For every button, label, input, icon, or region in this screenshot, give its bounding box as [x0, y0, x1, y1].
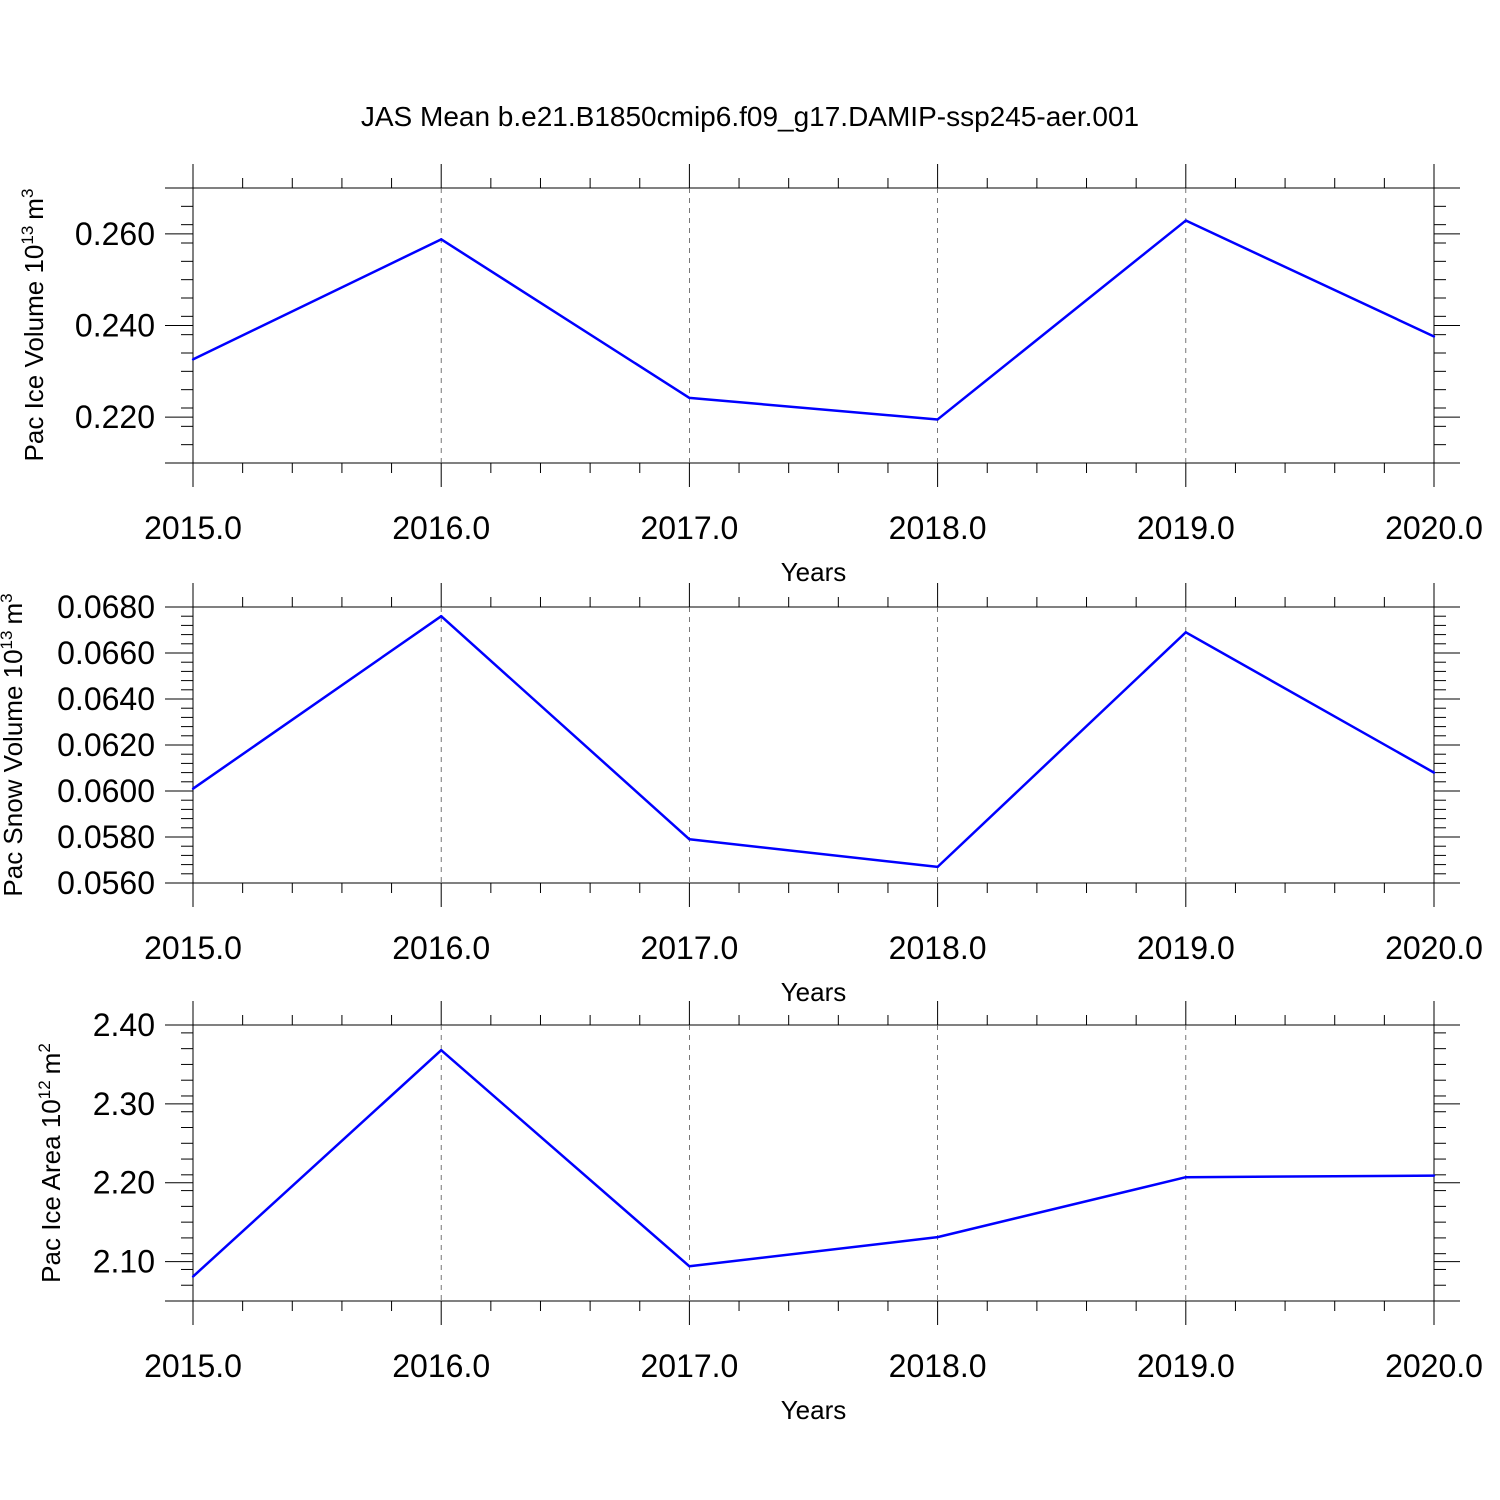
data-point: [191, 358, 195, 361]
y-tick-label: 0.0680: [57, 589, 155, 625]
data-point: [936, 865, 939, 869]
y-axis-label-unit: m: [0, 603, 28, 625]
x-tick-label: 2015.0: [144, 1348, 242, 1384]
y-tick-label: 0.0620: [57, 727, 155, 763]
y-tick-label: 0.240: [75, 308, 155, 344]
y-axis-label-exponent: 12: [35, 1080, 54, 1099]
x-tick-label: 2020.0: [1385, 510, 1483, 546]
data-point: [1184, 219, 1188, 222]
data-point: [440, 615, 443, 618]
x-axis-label: Years: [781, 557, 847, 587]
y-axis-label-unit-exponent: 2: [35, 1043, 54, 1052]
x-axis-label: Years: [781, 977, 847, 1007]
x-tick-label: 2018.0: [889, 1348, 987, 1384]
data-point: [688, 396, 691, 400]
x-tick-label: 2019.0: [1137, 930, 1235, 966]
data-point: [688, 838, 691, 841]
y-axis-label-text: Pac Ice Volume 10: [19, 245, 49, 462]
data-point: [688, 1265, 691, 1268]
chart-panel-1: 0.220 0.240 0.260 2015.0 2016.0 2017.0 2018.0 2…: [18, 164, 1483, 587]
y-tick-label: 0.0660: [57, 635, 155, 671]
y-axis-label: Pac Snow Volume 1013 m3: [0, 593, 28, 896]
data-point: [1184, 1175, 1188, 1179]
y-tick-label: 0.220: [75, 399, 155, 435]
y-axis-label-text: Pac Ice Area 10: [36, 1099, 66, 1283]
data-point: [936, 1235, 939, 1239]
x-tick-label: 2015.0: [144, 930, 242, 966]
y-axis-label-unit: m: [19, 198, 49, 220]
chart-panel-2: 0.0560 0.0580 0.0600 0.0620 0.0640 0.0660 0.06…: [0, 583, 1483, 1007]
y-axis-label: Pac Ice Area 1012 m2: [35, 1043, 66, 1283]
data-point: [440, 238, 443, 241]
data-point: [936, 418, 939, 421]
x-tick-label: 2020.0: [1385, 930, 1483, 966]
data-point: [1432, 771, 1436, 774]
x-tick-label: 2017.0: [640, 930, 738, 966]
y-axis-label-exponent: 13: [0, 631, 16, 650]
x-tick-label: 2020.0: [1385, 1348, 1483, 1384]
x-tick-label: 2019.0: [1137, 1348, 1235, 1384]
y-tick-label: 0.0560: [57, 865, 155, 901]
y-tick-label: 2.30: [93, 1086, 155, 1122]
x-tick-label: 2018.0: [889, 510, 987, 546]
y-tick-label: 2.10: [93, 1244, 155, 1280]
y-axis-label: Pac Ice Volume 1013 m3: [18, 189, 49, 462]
data-series-line: [192, 1048, 1435, 1278]
data-point: [1432, 335, 1436, 338]
x-tick-label: 2016.0: [392, 930, 490, 966]
data-point: [1184, 631, 1188, 634]
y-axis-label-unit-exponent: 3: [18, 189, 37, 198]
y-axis-label-unit: m: [36, 1053, 66, 1075]
y-tick-label: 0.0600: [57, 773, 155, 809]
x-tick-label: 2015.0: [144, 510, 242, 546]
x-tick-label: 2017.0: [640, 1348, 738, 1384]
y-tick-label: 2.40: [93, 1007, 155, 1043]
x-tick-label: 2016.0: [392, 510, 490, 546]
y-axis-label-exponent: 13: [18, 226, 37, 245]
data-series-line: [192, 219, 1435, 421]
data-point: [1432, 1174, 1436, 1177]
figure-title: JAS Mean b.e21.B1850cmip6.f09_g17.DAMIP-…: [361, 101, 1139, 132]
data-series-line: [192, 614, 1435, 869]
x-tick-label: 2016.0: [392, 1348, 490, 1384]
data-point: [191, 1275, 195, 1278]
data-point: [440, 1049, 443, 1052]
y-tick-label: 2.20: [93, 1165, 155, 1201]
x-axis-label: Years: [781, 1395, 847, 1425]
x-tick-label: 2018.0: [889, 930, 987, 966]
data-point: [191, 787, 195, 790]
chart-panel-3: 2.10 2.20 2.30 2.40 2015.0 2016.0 2017.0 2018.0…: [35, 1001, 1483, 1425]
y-axis-label-unit-exponent: 3: [0, 593, 16, 602]
y-axis-label-text: Pac Snow Volume 10: [0, 649, 28, 896]
y-tick-label: 0.260: [75, 216, 155, 252]
y-tick-label: 0.0640: [57, 681, 155, 717]
y-tick-label: 0.0580: [57, 819, 155, 855]
x-tick-label: 2019.0: [1137, 510, 1235, 546]
x-tick-label: 2017.0: [640, 510, 738, 546]
